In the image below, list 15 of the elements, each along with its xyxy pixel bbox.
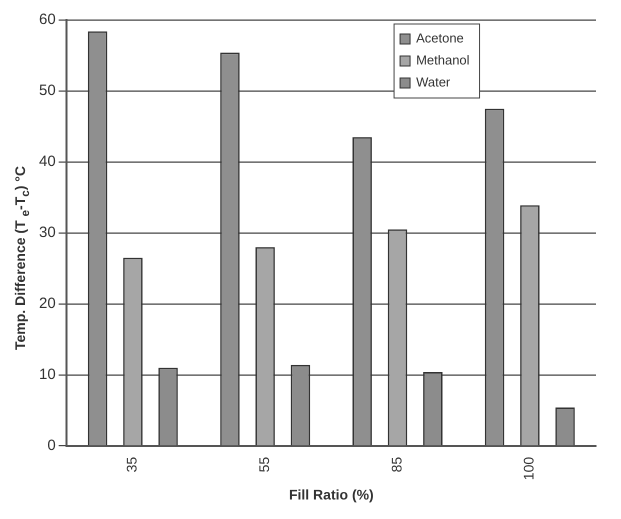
- x-tick-label: 35: [124, 456, 140, 472]
- y-tick-label: 0: [47, 436, 56, 454]
- y-tick-label: 40: [38, 153, 56, 170]
- y-tick-label: 50: [38, 82, 56, 100]
- x-tick-label: 100: [520, 456, 537, 480]
- y-tick-label: 30: [38, 224, 56, 242]
- y-tick-label: 10: [38, 366, 56, 384]
- x-axis-title: Fill Ratio (%): [288, 486, 374, 502]
- legend-label: Acetone: [416, 30, 464, 46]
- legend-label: Water: [416, 74, 451, 90]
- y-tick-label: 20: [38, 295, 56, 312]
- legend-label: Methanol: [416, 52, 470, 68]
- y-tick-label: 60: [38, 11, 56, 28]
- x-tick-label: 55: [256, 456, 272, 472]
- x-tick-label: 85: [388, 456, 404, 472]
